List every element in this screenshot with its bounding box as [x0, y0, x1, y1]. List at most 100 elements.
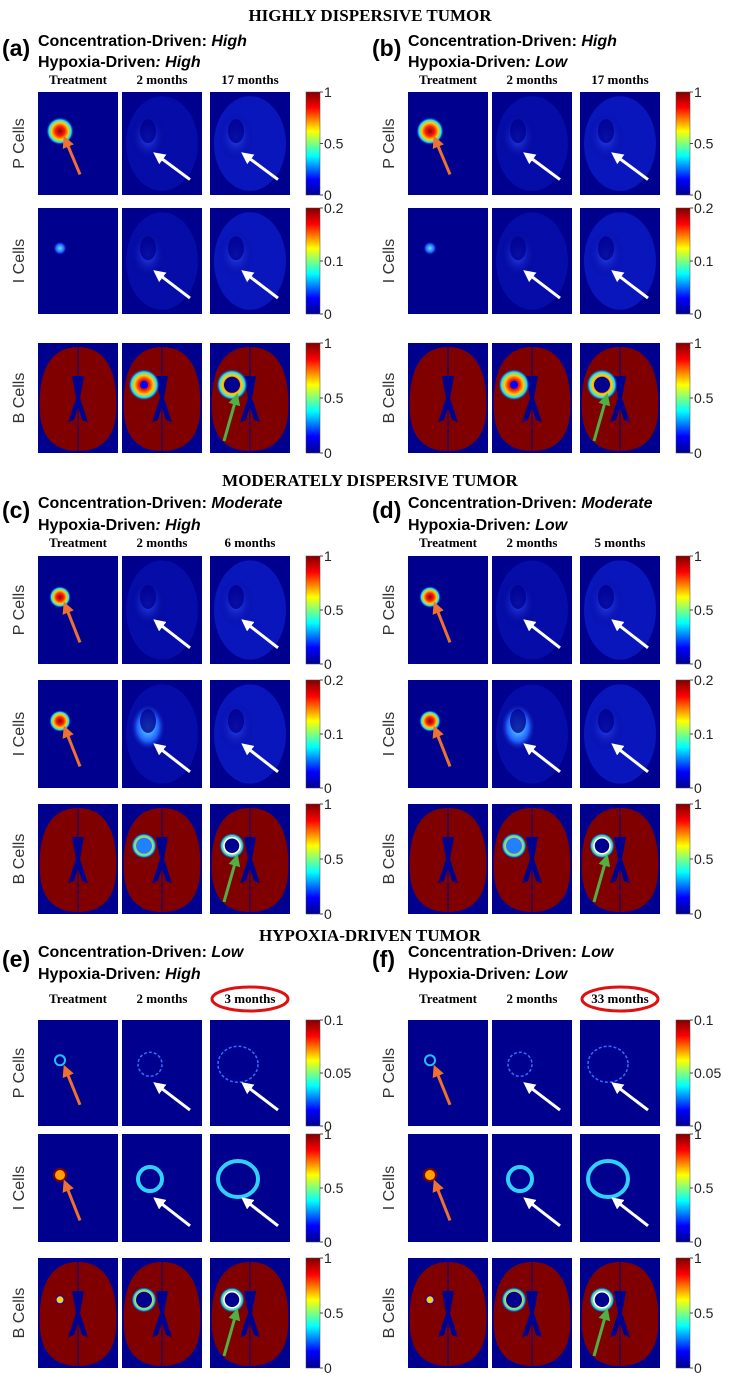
column-header: Treatment [419, 72, 478, 87]
ventricle [522, 837, 542, 884]
column-header: Treatment [419, 991, 478, 1006]
tumor [49, 710, 71, 733]
tumor [57, 381, 63, 388]
colorbar [305, 1133, 321, 1243]
colorbar-tick-label: 0.5 [324, 602, 344, 618]
arrow [611, 1197, 649, 1227]
tumor-core [136, 1291, 152, 1308]
arrow [523, 1197, 561, 1227]
column-header: 33 months [591, 991, 648, 1006]
concentration-prefix: Concentration-Driven: [408, 944, 581, 961]
arrow [153, 743, 191, 773]
concentration-level: High [211, 33, 247, 50]
colorbar-tick-label: 0.05 [694, 1065, 721, 1081]
colorbar-tick-label: 0 [694, 187, 702, 203]
colorbar-tick-label: 0.2 [694, 200, 714, 216]
colorbar [675, 91, 691, 196]
tumor-core [506, 837, 522, 854]
colorbar-tick-label: 1 [694, 796, 702, 812]
tumor [423, 1168, 437, 1183]
ventricle [438, 837, 458, 884]
colorbar-tick-label: 1 [694, 1126, 702, 1142]
arrow [241, 270, 279, 300]
simulation-image [408, 556, 488, 664]
tumor-ring [507, 1051, 533, 1078]
panel: (e) Concentration-Driven: Low Hypoxia-Driv… [2, 944, 351, 1373]
simulation-image [38, 556, 118, 664]
arrow [523, 1082, 561, 1112]
highlight-oval [580, 985, 660, 1013]
tumor-ring [506, 1165, 534, 1194]
cavity [598, 236, 614, 261]
tumor-core [140, 380, 148, 389]
arrow [62, 135, 82, 175]
row-label: P Cells [381, 118, 398, 168]
tumor [419, 710, 441, 733]
arrow [241, 1197, 279, 1227]
condition-hypoxia: Hypoxia-Driven: High [38, 517, 201, 534]
colorbar [675, 342, 691, 454]
cavity [140, 585, 156, 610]
cavity [510, 709, 526, 734]
column-header: 2 months [507, 535, 558, 550]
column-header: 17 months [591, 72, 648, 87]
colorbar-tick-label: 0.1 [324, 726, 344, 742]
arrow [222, 854, 241, 903]
colorbar [675, 1019, 691, 1127]
condition-concentration: Concentration-Driven: Moderate [38, 495, 283, 512]
cavity [510, 236, 526, 261]
row-label: P Cells [381, 585, 398, 635]
panel-label: (c) [2, 497, 30, 523]
ventricle [522, 376, 542, 423]
colorbar-tick-label: 0.5 [324, 851, 344, 867]
simulation-image [408, 1020, 488, 1126]
tumor [53, 241, 67, 256]
arrow [592, 854, 611, 903]
column-header: Treatment [49, 72, 108, 87]
colorbar [305, 803, 321, 915]
concentration-prefix: Concentration-Driven: [38, 495, 211, 512]
colorbar-tick-label: 0.5 [694, 851, 714, 867]
cavity [140, 236, 156, 261]
row-label: I Cells [11, 712, 28, 756]
tumor-ring [587, 1045, 629, 1084]
cavity [140, 119, 156, 144]
panel-label: (f) [372, 946, 395, 972]
arrow [62, 1064, 82, 1106]
column-header: 2 months [137, 72, 188, 87]
colorbar [305, 1257, 321, 1369]
hypoxia-level: : Low [525, 966, 568, 983]
cavity [598, 119, 614, 144]
tumor [427, 842, 433, 849]
panel: (a) Concentration-Driven: High Hypoxia-Dri… [2, 33, 344, 461]
colorbar-tick-label: 1 [324, 796, 332, 812]
tumor [55, 1295, 65, 1305]
colorbar-tick-label: 1 [694, 548, 702, 564]
colorbar-tick-label: 0.1 [324, 1012, 344, 1028]
condition-concentration: Concentration-Driven: Low [38, 944, 245, 961]
hypoxia-prefix: Hypoxia-Driven [38, 54, 155, 71]
tumor-core [136, 837, 152, 854]
ventricle [610, 837, 630, 884]
panel: (c) Concentration-Driven: Moderate Hypoxia… [2, 495, 344, 922]
ventricle [240, 837, 260, 884]
arrow [611, 1082, 649, 1112]
simulation-image [408, 680, 488, 788]
colorbar-tick-label: 0 [324, 1234, 332, 1250]
colorbar-tick-label: 0 [324, 306, 332, 322]
colorbar-tick-label: 0.5 [694, 602, 714, 618]
colorbar-tick-label: 0.5 [694, 136, 714, 152]
concentration-prefix: Concentration-Driven: [38, 33, 211, 50]
colorbar [675, 555, 691, 665]
colorbar [675, 679, 691, 789]
colorbar-tick-label: 0.5 [324, 390, 344, 406]
row-label: B Cells [11, 373, 28, 424]
arrow [592, 1308, 611, 1357]
colorbar-tick-label: 0.5 [324, 1180, 344, 1196]
colorbar-tick-label: 1 [324, 84, 332, 100]
condition-hypoxia: Hypoxia-Driven: Low [408, 966, 569, 983]
colorbar-tick-label: 0.5 [694, 1305, 714, 1321]
arrow [62, 725, 82, 767]
panel: (d) Concentration-Driven: Moderate Hypoxia… [372, 495, 714, 922]
simulation-image [38, 1020, 118, 1126]
